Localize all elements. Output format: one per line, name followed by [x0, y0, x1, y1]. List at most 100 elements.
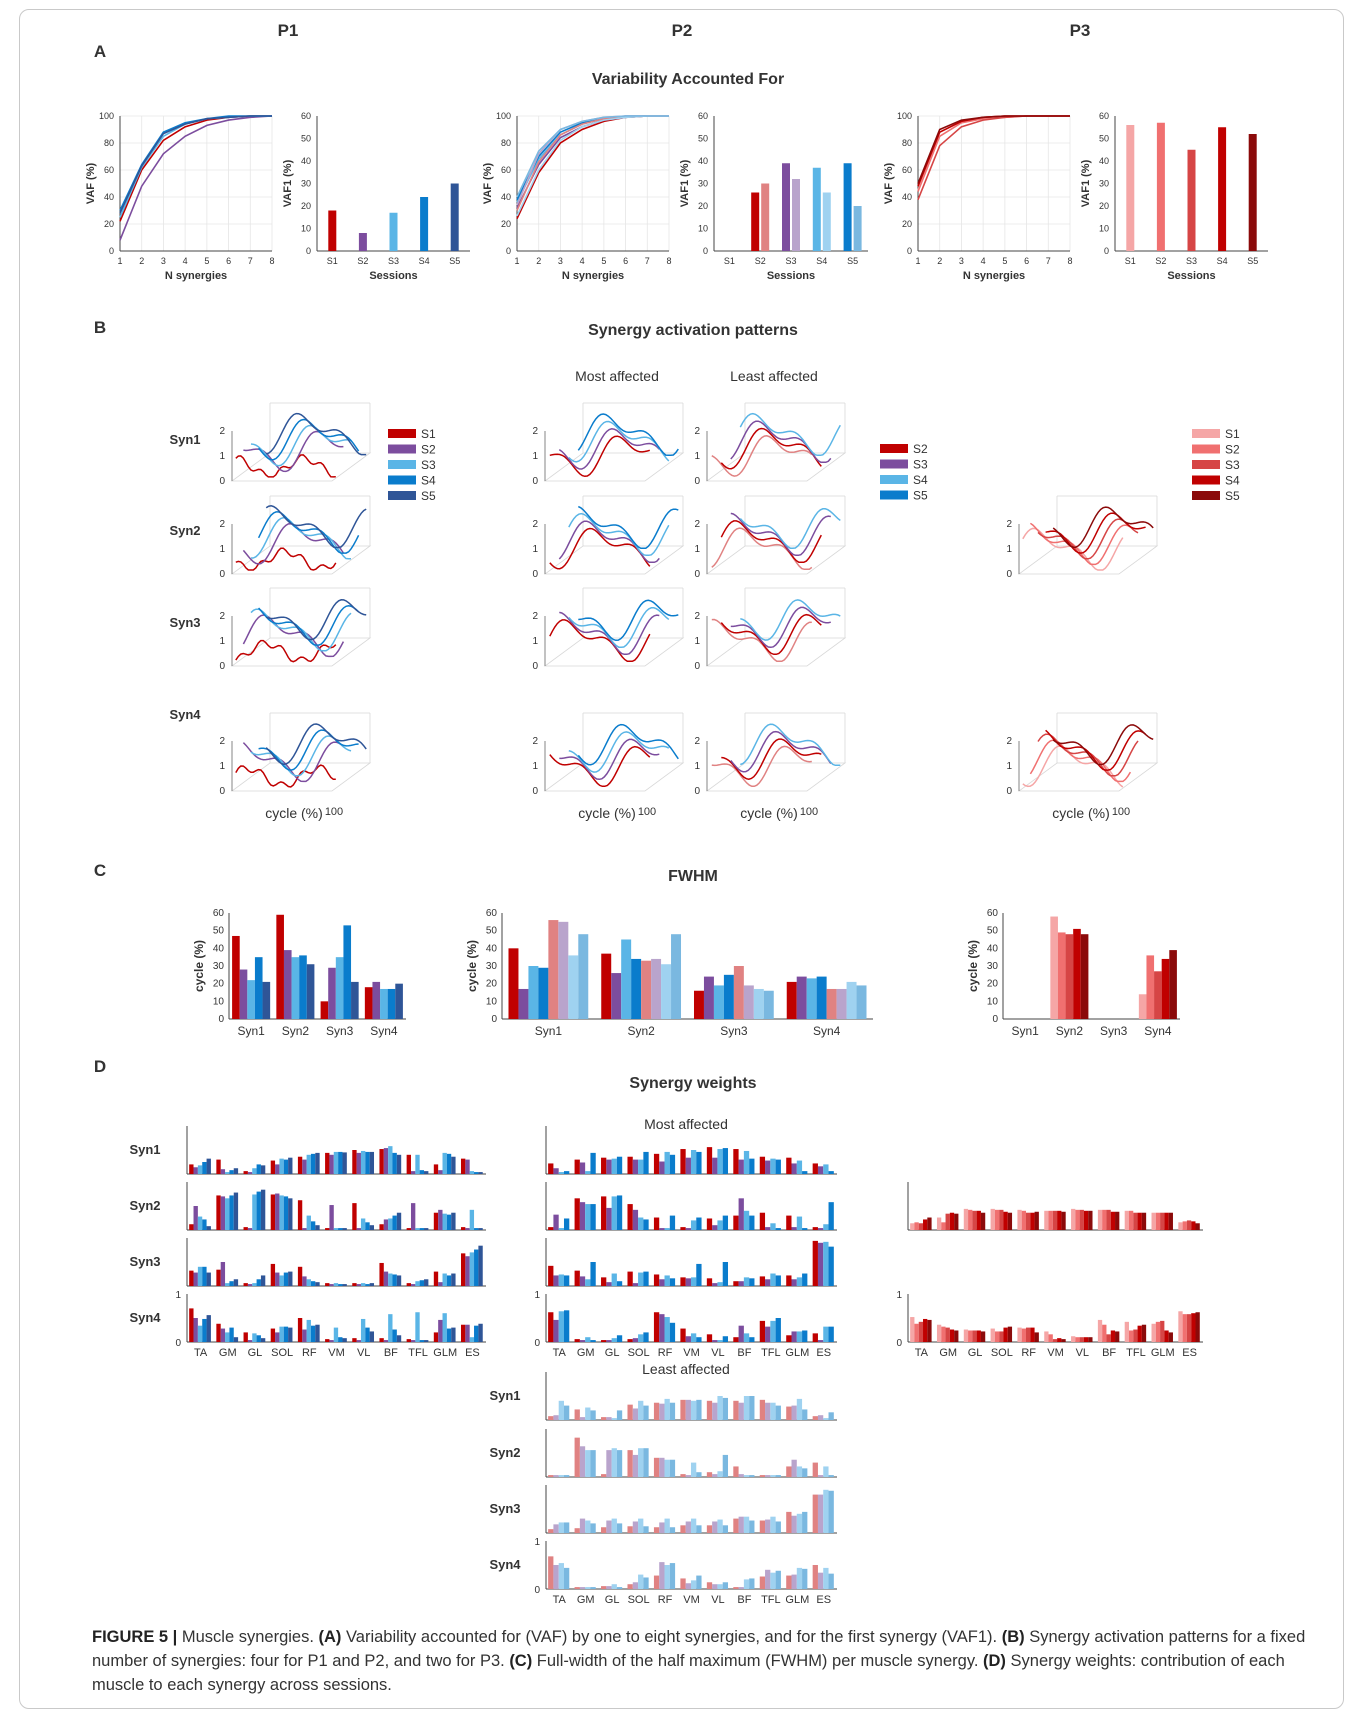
weight-bar: [548, 1475, 554, 1477]
weight-bar: [775, 1405, 781, 1420]
weight-bar: [1110, 1211, 1116, 1230]
vaf1-bar: [843, 163, 852, 251]
weight-bar: [601, 1586, 607, 1589]
y-tick-label: 50: [698, 134, 708, 144]
z-tick-label: 2: [694, 611, 700, 622]
weight-bar: [817, 1415, 824, 1420]
fwhm-bar: [387, 988, 396, 1019]
weight-bar: [548, 1529, 554, 1533]
weight-bar: [563, 1171, 570, 1174]
panel-letter-b: B: [94, 318, 106, 337]
muscle-label: TA: [915, 1347, 929, 1359]
vaf1-bar: [1156, 122, 1165, 251]
muscle-label: GLM: [785, 1594, 809, 1606]
weight-bar: [972, 1210, 977, 1230]
weight-bar: [438, 1209, 443, 1230]
muscle-label: VM: [328, 1347, 345, 1359]
weight-bar: [193, 1318, 198, 1342]
weight-bar: [193, 1272, 198, 1286]
x-tick-label: 1: [117, 256, 122, 266]
y-tick-label: 0: [992, 1014, 998, 1025]
weight-bar: [1106, 1209, 1111, 1230]
activation-syn-label: Syn1: [169, 432, 200, 447]
weight-bar: [802, 1568, 808, 1589]
vaf1-bar: [853, 206, 862, 251]
weight-bar: [706, 1400, 713, 1420]
y-tick-label: 30: [1099, 179, 1109, 189]
weight-bar: [632, 1521, 639, 1533]
legend-label: S4: [913, 473, 928, 487]
x-tick-label: 5: [204, 256, 209, 266]
weight-bar: [733, 1337, 739, 1342]
weight-bar: [738, 1516, 744, 1533]
weight-bar: [669, 1278, 676, 1286]
z-tick-label: 0: [219, 476, 225, 487]
weight-bar: [1052, 1339, 1058, 1342]
weight-bar: [627, 1584, 633, 1589]
legend-swatch: [388, 491, 416, 500]
weight-bar: [1052, 1210, 1058, 1230]
y-axis-label: VAF (%): [85, 162, 97, 204]
vaf1-bar: [1218, 127, 1227, 251]
weight-bar: [627, 1271, 633, 1286]
weight-bar: [297, 1266, 303, 1286]
weight-bar: [717, 1396, 723, 1420]
weight-bar: [664, 1151, 670, 1174]
weights-syn-label: Syn3: [129, 1254, 160, 1269]
panel-b-title: Synergy activation patterns: [588, 322, 798, 339]
weight-bar: [990, 1328, 995, 1342]
weight-bar: [260, 1338, 266, 1342]
weight-bar: [220, 1262, 226, 1286]
weight-bar: [1195, 1312, 1200, 1342]
weight-bar: [579, 1202, 586, 1230]
fwhm-bar: [786, 981, 797, 1019]
weight-bar: [749, 1520, 755, 1533]
weight-bar: [770, 1475, 776, 1477]
weight-bar: [197, 1165, 203, 1174]
weight-bar: [1186, 1314, 1192, 1342]
weight-bar: [442, 1213, 447, 1230]
y-tick-label: 20: [213, 979, 225, 990]
weight-bar: [664, 1398, 670, 1420]
weight-bar: [1151, 1212, 1156, 1230]
weight-bar: [616, 1281, 623, 1286]
x-tick-label: 8: [1067, 256, 1072, 266]
weight-bar: [685, 1521, 691, 1533]
weight-bar: [478, 1245, 483, 1286]
weight-bar: [220, 1328, 226, 1342]
caption-d-text: Synergy weights: contribution of each mu…: [92, 1652, 1285, 1694]
y-axis-label: VAF (%): [883, 162, 895, 204]
weight-bar: [356, 1152, 361, 1174]
y-tick-label: 40: [486, 943, 498, 954]
muscle-label: ES: [816, 1347, 831, 1359]
y-tick-label: 20: [104, 219, 114, 229]
muscle-label: RF: [1021, 1347, 1036, 1359]
weight-bar: [770, 1402, 776, 1420]
weight-bar: [743, 1516, 750, 1533]
weight-bar: [796, 1398, 803, 1420]
weight-bar: [369, 1151, 375, 1174]
weight-bar: [775, 1228, 781, 1230]
z-tick-label: 1: [532, 451, 538, 462]
weight-bar: [590, 1204, 596, 1230]
weight-bar: [315, 1225, 320, 1230]
weight-bar: [216, 1159, 221, 1174]
weight-bar: [548, 1312, 554, 1342]
weight-bar: [474, 1172, 479, 1174]
weight-bar: [325, 1152, 330, 1174]
muscle-label: TFL: [761, 1347, 781, 1359]
activation-curve: [265, 723, 367, 766]
z-tick-label: 2: [219, 611, 225, 622]
weight-bar: [548, 1416, 554, 1420]
weight-bar: [433, 1212, 439, 1230]
weight-bar: [638, 1334, 644, 1342]
activation-curve: [265, 505, 367, 549]
weight-bar: [733, 1400, 739, 1420]
x-tick-label: 8: [666, 256, 671, 266]
weight-bar: [392, 1329, 397, 1342]
fwhm-bar: [1154, 971, 1162, 1019]
weight-bar: [410, 1203, 416, 1230]
weight-bar: [664, 1518, 670, 1533]
figure-caption: FIGURE 5 | Muscle synergies. (A) Variabi…: [92, 1625, 1332, 1697]
weight-bar: [585, 1450, 591, 1477]
